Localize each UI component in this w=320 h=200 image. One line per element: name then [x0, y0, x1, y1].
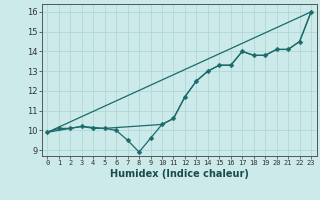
X-axis label: Humidex (Indice chaleur): Humidex (Indice chaleur) [110, 169, 249, 179]
